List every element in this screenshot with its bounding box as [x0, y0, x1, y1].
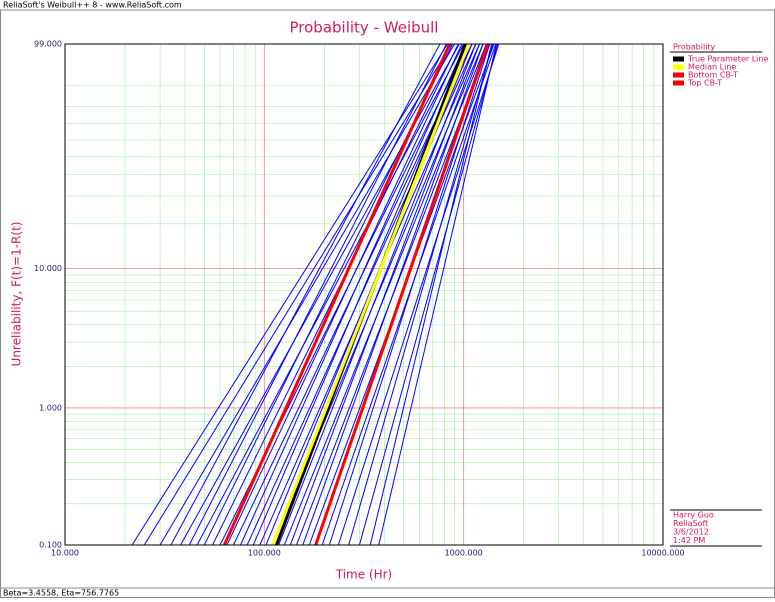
legend-title: Probability [673, 43, 716, 52]
chart-title: Probability - Weibull [290, 19, 439, 37]
legend-swatch [673, 56, 684, 62]
simulation-line [328, 44, 491, 545]
y-tick-label: 10.000 [34, 264, 62, 273]
status: Beta=3.4558, Eta=756.7765 [3, 589, 119, 598]
x-tick-label: 1000.000 [445, 549, 483, 558]
info-line: 3/6/2012 [673, 528, 709, 537]
simulation-line [289, 44, 480, 545]
legend-swatch [673, 72, 684, 78]
legend-label: Top CB-T [687, 79, 722, 88]
x-tick-label: 100.000 [248, 549, 281, 558]
series-line [222, 44, 452, 545]
x-tick-label: 10000.000 [641, 549, 684, 558]
simulation-line [337, 44, 500, 545]
header-bar [0, 0, 775, 10]
legend-label: True Parameter Line [687, 55, 768, 64]
simulation-line [196, 44, 465, 545]
info-line: 1:42 PM [673, 536, 705, 545]
info-line: ReliaSoft [673, 519, 708, 528]
simulation-line [302, 44, 484, 545]
simulation-line [226, 44, 463, 545]
legend-label: Bottom CB-T [688, 71, 738, 80]
simulation-line [240, 44, 466, 545]
x-tick-label: 10.000 [51, 549, 79, 558]
simulation-line [369, 44, 493, 545]
series-line [271, 44, 471, 545]
y-tick-label: 0.100 [39, 541, 62, 550]
simulation-line [188, 44, 447, 545]
simulation-line [143, 44, 453, 545]
simulation-line [170, 44, 441, 545]
legend-swatch [673, 80, 684, 86]
y-axis-label: Unreliability, F(t)=1-R(t) [10, 222, 24, 367]
header: ReliaSoft's Weibull++ 8 - www.ReliaSoft.… [3, 1, 182, 10]
legend-swatch [673, 64, 684, 70]
info-line: Harry Guo [673, 511, 714, 520]
simulation-line [348, 44, 494, 545]
x-axis-label: Time (Hr) [335, 568, 393, 582]
simulation-line [358, 44, 499, 545]
plot-lines [131, 44, 500, 545]
simulation-line [278, 44, 477, 545]
simulation-line [378, 44, 497, 545]
legend-label: Median Line [688, 63, 736, 72]
simulation-line [159, 44, 455, 545]
y-tick-label: 1.000 [39, 403, 62, 412]
y-tick-label: 99.000 [34, 40, 62, 49]
series-line [314, 44, 490, 545]
plot-frame [64, 43, 664, 546]
